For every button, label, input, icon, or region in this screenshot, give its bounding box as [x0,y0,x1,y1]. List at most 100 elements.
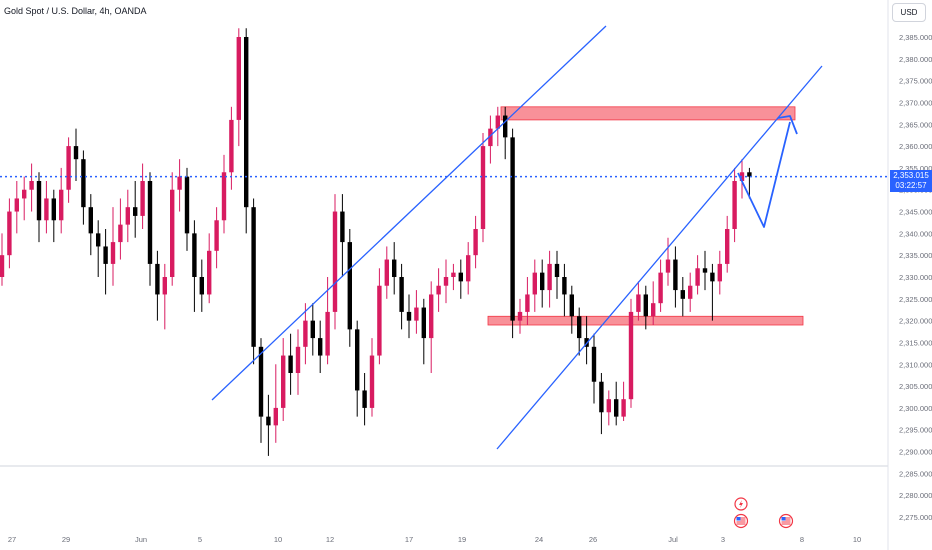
candle-body [133,207,138,216]
us-flag-icon [733,513,749,529]
candle-body [377,285,382,356]
price-tick-label: 2,330.000 [899,273,932,282]
price-tick-label: 2,275.000 [899,513,932,522]
price-tick-label: 2,355.000 [899,164,932,173]
candle-body [318,338,323,356]
upper-channel-line [211,25,607,401]
candle-body [22,189,27,199]
price-tick-label: 2,310.000 [899,360,932,369]
candle-body [236,37,241,120]
zone-rectangle [500,106,796,121]
candle-body [81,159,86,208]
candle-body [59,189,64,221]
candle-body [569,294,574,317]
time-tick-label: 29 [62,535,70,544]
candle-body [399,277,404,312]
flag-stripe [736,523,746,525]
candle-body [473,229,478,256]
candle-body [362,390,367,408]
candle-body [310,320,315,339]
candle-body [643,294,648,317]
candle-body [347,242,352,330]
candle-body [0,255,5,277]
time-tick-label: Jun [135,535,147,544]
candle-body [66,146,71,190]
candle-body [273,407,278,426]
candle-body [628,311,634,400]
lightning-glyph [739,500,743,508]
candle-body [14,198,19,212]
events-layer[interactable] [733,497,794,529]
candle-body [355,329,360,391]
time-tick-label: 24 [535,535,543,544]
candle-body [73,146,79,160]
candle-body [658,272,663,304]
flag-stripe [736,521,746,523]
trendlines-layer[interactable] [0,25,888,450]
chart-title: Gold Spot / U.S. Dollar, 4h, OANDA [4,6,147,16]
candle-body [147,181,153,264]
price-tick-label: 2,340.000 [899,229,932,238]
time-tick-label: 26 [589,535,597,544]
price-tick-label: 2,325.000 [899,295,932,304]
candle-body [621,399,626,417]
candle-body [503,115,508,138]
price-tick-label: 2,315.000 [899,338,932,347]
candle-body [525,294,530,312]
price-tick-label: 2,305.000 [899,382,932,391]
candle-body [96,233,101,247]
candle-body [36,181,42,221]
price-axis[interactable]: 2,385.000 2,380.000 2,375.000 2,370.000 2,36… [899,33,932,522]
candle-body [221,172,227,221]
candle-body [192,233,197,277]
candle-body [532,272,537,295]
candle-body [258,346,264,417]
candle-body [88,207,93,234]
price-tick-label: 2,300.000 [899,404,932,413]
candle-body [140,181,145,216]
time-tick-label: 3 [721,535,725,544]
candle-body [614,399,619,417]
candle-body [325,311,330,356]
time-tick-label: 8 [800,535,804,544]
candle-body [155,263,160,295]
candle-body [281,355,286,408]
candle-body [547,263,552,291]
price-tick-label: 2,365.000 [899,120,932,129]
candle-body [577,316,582,339]
candle-body [369,355,375,408]
candle-body [118,224,123,243]
current-price-tag: 2,353.015 03:22:57 [890,170,932,192]
price-tick-label: 2,295.000 [899,426,932,435]
candle-body [517,311,523,321]
projected-path-line [737,121,791,228]
candle-body [591,346,597,382]
candle-body [207,250,212,295]
flag-stripe [781,521,791,523]
flag-canton [781,517,786,521]
candle-body [332,211,338,312]
flag-stripe [781,523,791,525]
candle-body [554,263,560,277]
currency-button[interactable]: USD [892,3,926,22]
bar-countdown: 03:22:57 [895,181,927,190]
flag-stripe [736,519,746,521]
time-tick-label: 19 [458,535,466,544]
price-tick-label: 2,335.000 [899,251,932,260]
price-tick-label: 2,320.000 [899,317,932,326]
flag-stripe [736,517,746,519]
flag-canton [736,517,741,521]
candle-body [540,272,545,291]
candle-body [184,176,190,234]
time-tick-label: Jul [668,535,678,544]
candle-body [251,207,256,347]
candle-body [710,272,715,282]
x-axis: 27 29 Jun 5 10 12 17 19 24 26 Jul 3 8 10 [8,535,861,544]
candle-body [44,198,49,221]
candle-body [695,268,700,286]
candle-body [29,181,34,190]
event-marker [778,513,794,529]
price-tick-label: 2,285.000 [899,469,932,478]
price-tick-label: 2,290.000 [899,448,932,457]
